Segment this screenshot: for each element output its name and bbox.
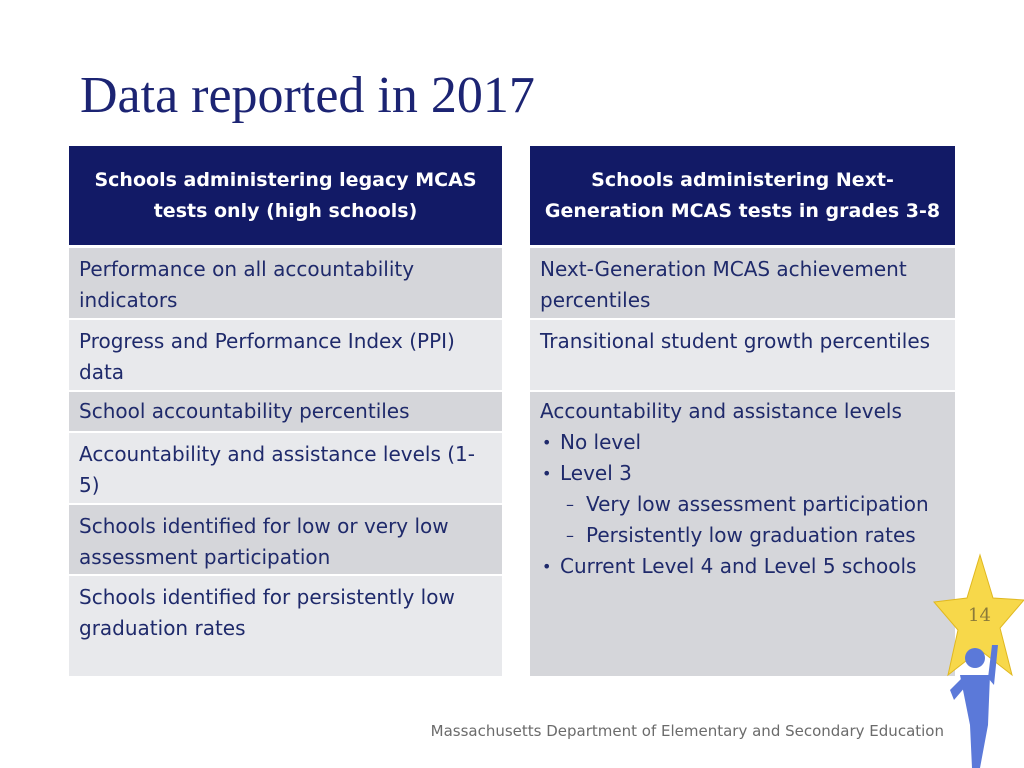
slide-title: Data reported in 2017 [80, 67, 535, 124]
level-subitem: Very low assessment participation [540, 489, 945, 520]
star-figure [933, 553, 1024, 768]
right-row: Accountability and assistance levels No … [530, 392, 955, 676]
page-number: 14 [968, 605, 991, 626]
levels-list: No levelLevel 3Very low assessment parti… [540, 427, 945, 582]
level-item: No level [540, 427, 945, 458]
footer: Massachusetts Department of Elementary a… [430, 722, 944, 740]
left-row: Schools identified for low or very low a… [69, 505, 502, 574]
levels-heading: Accountability and assistance levels [540, 399, 902, 423]
left-header: Schools administering legacy MCAS tests … [69, 146, 502, 245]
level-item: Current Level 4 and Level 5 schools [540, 551, 945, 582]
left-row: Progress and Performance Index (PPI) dat… [69, 320, 502, 390]
left-row: Accountability and assistance levels (1-… [69, 433, 502, 503]
left-row: School accountability percentiles [69, 392, 502, 431]
left-row: Performance on all accountability indica… [69, 248, 502, 318]
right-header: Schools administering Next-Generation MC… [530, 146, 955, 245]
level-subitem: Persistently low graduation rates [540, 520, 945, 551]
right-row: Transitional student growth percentiles [530, 320, 955, 390]
level-item: Level 3 [540, 458, 945, 489]
left-row: Schools identified for persistently low … [69, 576, 502, 676]
right-row: Next-Generation MCAS achievement percent… [530, 248, 955, 318]
